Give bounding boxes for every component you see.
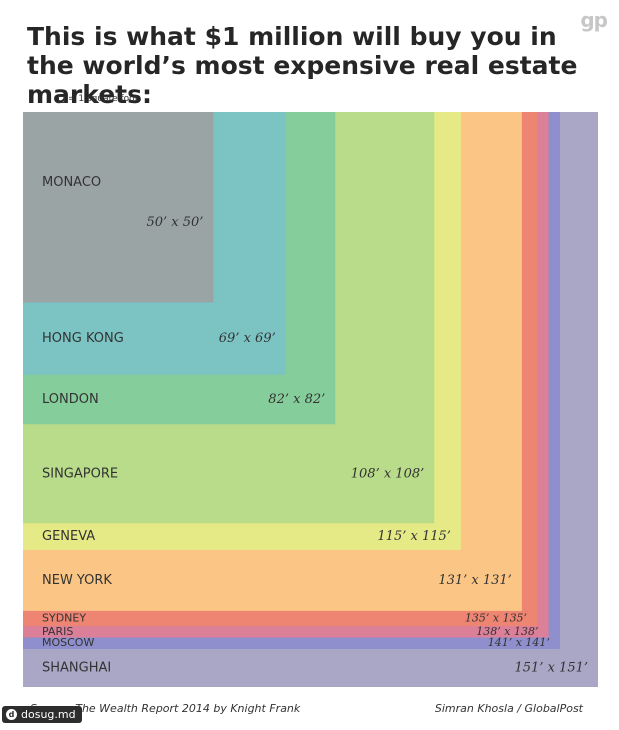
- city-label-hong-kong: HONG KONG: [42, 331, 124, 346]
- watermark-text: dosug.md: [21, 708, 76, 721]
- city-label-monaco: MONACO: [42, 175, 101, 190]
- globalpost-logo: gp: [580, 8, 608, 32]
- city-label-singapore: SINGAPORE: [42, 466, 118, 481]
- dimension-label-shanghai: 151’ x 151’: [515, 660, 589, 675]
- dimension-label-moscow: 141’ x 141’: [488, 636, 550, 649]
- square-foot-icon: [58, 95, 65, 103]
- city-label-london: LONDON: [42, 392, 99, 407]
- legend: = 1 square foot: [58, 94, 138, 104]
- city-label-new-york: NEW YORK: [42, 573, 112, 588]
- credit-text: Simran Khosla / GlobalPost: [434, 702, 583, 715]
- dimension-label-monaco: 50’ x 50’: [146, 215, 203, 230]
- city-label-shanghai: SHANGHAI: [42, 660, 111, 675]
- city-label-geneva: GENEVA: [42, 529, 95, 544]
- dimension-label-london: 82’ x 82’: [268, 392, 325, 407]
- dimension-label-singapore: 108’ x 108’: [351, 466, 425, 481]
- city-label-paris: PARIS: [42, 625, 73, 638]
- watermark-icon: d: [6, 709, 17, 720]
- city-label-sydney: SYDNEY: [42, 611, 86, 624]
- dimension-label-new-york: 131’ x 131’: [438, 573, 512, 588]
- city-label-moscow: MOSCOW: [42, 636, 94, 649]
- source-text: Source: The Wealth Report 2014 by Knight…: [30, 702, 301, 715]
- chart-title: This is what $1 million will buy you in …: [27, 22, 578, 109]
- dimension-label-hong-kong: 69’ x 69’: [219, 331, 276, 346]
- dimension-label-geneva: 115’ x 115’: [377, 529, 451, 544]
- legend-label: = 1 square foot: [68, 94, 139, 104]
- dimension-label-paris: 138’ x 138’: [476, 625, 538, 638]
- square-monaco: [23, 112, 214, 303]
- watermark-badge: d dosug.md: [2, 706, 82, 723]
- dimension-label-sydney: 135’ x 135’: [465, 611, 527, 624]
